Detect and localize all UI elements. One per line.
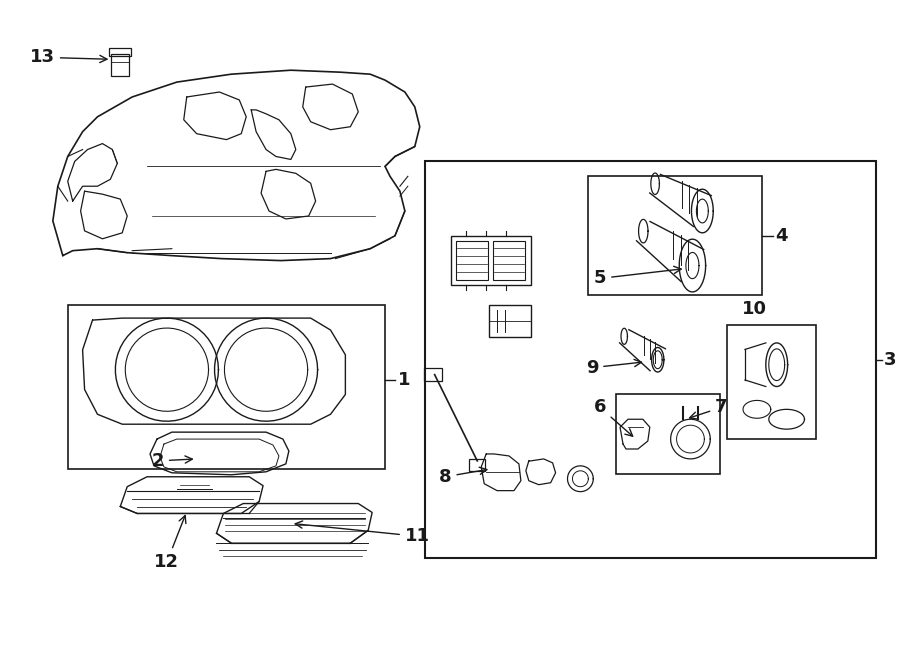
Text: 8: 8 [439,467,487,486]
Text: 2: 2 [151,452,193,470]
Text: 9: 9 [586,359,642,377]
Text: 6: 6 [594,399,633,436]
Text: 4: 4 [775,227,788,245]
Bar [493,241,525,280]
Bar [490,305,531,337]
Bar [616,395,720,474]
Bar [68,305,385,469]
Bar [425,161,876,558]
Text: 10: 10 [742,300,767,318]
Bar [452,236,531,286]
Text: 5: 5 [594,266,681,288]
Text: 11: 11 [295,521,430,545]
Text: 13: 13 [30,48,107,66]
Bar [589,176,761,295]
Text: 1: 1 [398,371,410,389]
Bar [469,459,485,471]
Bar [424,368,442,381]
Bar [112,54,130,76]
Bar [110,48,131,56]
Text: 12: 12 [155,516,186,571]
Bar [727,325,816,439]
Bar [456,241,488,280]
Text: 3: 3 [884,351,896,369]
Text: 7: 7 [689,399,728,419]
